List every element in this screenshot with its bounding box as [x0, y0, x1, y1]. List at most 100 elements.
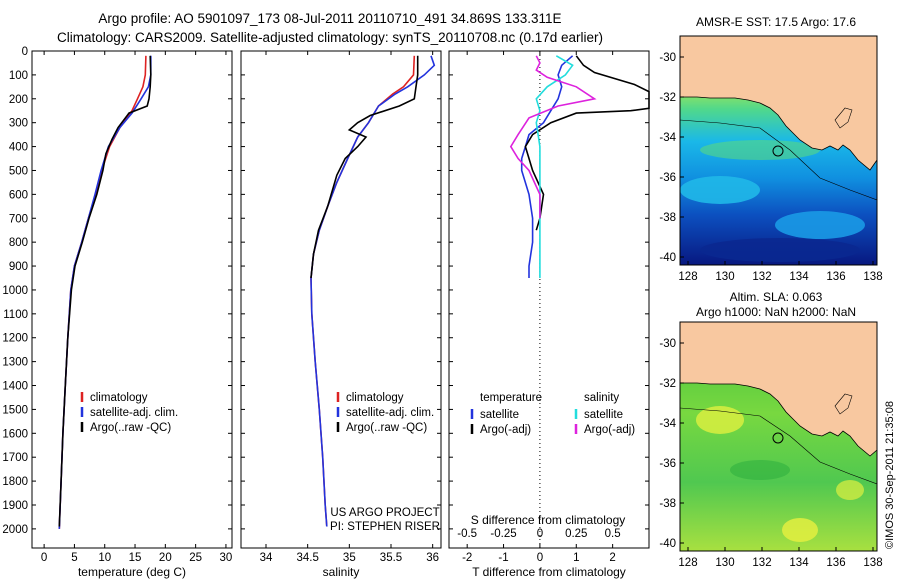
map-y-tick-label: -36 [659, 458, 676, 470]
y-tick-label: 1000 [2, 285, 28, 297]
x-tick-label: 34 [260, 552, 273, 564]
series-line-salinity-argo-adj- [509, 55, 597, 219]
credit-text: ©IMOS 30-Sep-2011 21:35:08 [884, 401, 896, 549]
map-y-tick-label: -38 [659, 212, 676, 224]
plot-area [31, 50, 233, 549]
top-x-tick-label: -0.25 [490, 528, 516, 540]
y-tick-label: 200 [9, 94, 28, 106]
legend-label: satellite [584, 409, 623, 421]
annotation-line-1: US ARGO PROJECT [330, 507, 439, 519]
legend-title-salinity: salinity [584, 392, 619, 404]
annotation-line-2: PI: STEPHEN RISER [330, 521, 440, 533]
sst-map-title: AMSR-E SST: 17.5 Argo: 17.6 [696, 15, 856, 29]
x-tick-label: 2 [609, 552, 615, 564]
legend-label: climatology [346, 392, 404, 404]
x-tick-label: -1 [498, 552, 508, 564]
panel-temperature: 0100200300400500600700800900100011001200… [2, 46, 233, 579]
map-y-tick-label: -36 [659, 172, 676, 184]
y-tick-label: 1100 [3, 309, 28, 321]
plot-area [240, 50, 442, 549]
x-tick-label: 1 [573, 552, 579, 564]
map-x-tick-label: 128 [678, 557, 697, 569]
x-tick-label: 20 [159, 552, 172, 564]
map-x-tick-label: 132 [752, 557, 771, 569]
y-tick-label: 0 [22, 46, 28, 58]
legend-label: climatology [90, 392, 148, 404]
x-tick-label: 35 [343, 552, 356, 564]
x-tick-label: 34.5 [296, 552, 318, 564]
map-y-tick-label: -34 [659, 132, 676, 144]
x-tick-label: 0 [41, 552, 47, 564]
legend-label: satellite [480, 409, 519, 421]
y-tick-label: 1900 [2, 500, 28, 512]
x-tick-label: -2 [462, 552, 472, 564]
x-axis-label: salinity [323, 565, 360, 579]
y-tick-label: 300 [9, 118, 28, 130]
series-line-argo-raw-qc- [310, 55, 419, 279]
map-y-tick-label: -32 [659, 378, 676, 390]
series-line-satellite-adj-clim- [310, 55, 436, 527]
y-tick-label: 1500 [2, 404, 28, 416]
top-x-tick-label: -0.5 [457, 528, 477, 540]
series-line-salinity-satellite [535, 55, 574, 278]
top-x-tick-label: 0.25 [565, 528, 587, 540]
y-tick-label: 1200 [2, 333, 28, 345]
map-x-tick-label: 130 [715, 271, 734, 283]
map-y-tick-label: -30 [659, 52, 676, 64]
map-x-tick-label: 132 [752, 271, 771, 283]
map-y-tick-label: -40 [659, 538, 676, 550]
x-tick-label: 5 [71, 552, 77, 564]
legend-title-temperature: temperature [480, 392, 542, 404]
legend-label: Argo(..raw -QC) [90, 422, 171, 434]
x-axis-label: T difference from climatology [472, 565, 626, 579]
title-line-2: Climatology: CARS2009. Satellite-adjuste… [56, 30, 604, 45]
legend-label: Argo(-adj) [480, 424, 531, 436]
y-tick-label: 500 [9, 165, 28, 177]
map-x-tick-label: 130 [715, 557, 734, 569]
y-tick-label: 600 [9, 189, 28, 201]
y-tick-label: 400 [9, 142, 28, 154]
sst-map-image [680, 36, 877, 265]
x-tick-label: 36 [426, 552, 439, 564]
top-axis-label: S difference from climatology [471, 513, 626, 527]
map-y-tick-label: -30 [659, 338, 676, 350]
map-x-tick-label: 138 [863, 557, 882, 569]
sla-map-title-1: Altim. SLA: 0.063 [730, 290, 823, 304]
y-tick-label: 700 [9, 213, 28, 225]
sla-map-title-2: Argo h1000: NaN h2000: NaN [696, 305, 856, 319]
map-x-tick-label: 128 [678, 271, 697, 283]
x-tick-label: 25 [189, 552, 202, 564]
panel-difference: -2 -1 0 1 2T difference from climatology -0.5… [448, 50, 650, 579]
y-tick-label: 1800 [2, 476, 28, 488]
map-y-tick-label: -40 [659, 252, 676, 264]
legend-label: Argo(-adj) [584, 424, 635, 436]
title-line-1: Argo profile: AO 5901097_173 08-Jul-2011… [98, 11, 562, 26]
x-tick-label: 10 [98, 552, 111, 564]
series-line-argo-raw-qc- [58, 55, 152, 527]
map-y-tick-label: -32 [659, 92, 676, 104]
map-x-tick-label: 136 [826, 271, 845, 283]
map-x-tick-label: 134 [789, 557, 809, 569]
map-x-tick-label: 134 [789, 271, 809, 283]
map-x-tick-label: 136 [826, 557, 845, 569]
map-y-tick-label: -38 [659, 498, 676, 510]
series-line-temperature-argo-adj- [524, 55, 650, 231]
y-tick-label: 1600 [2, 428, 28, 440]
top-x-tick-label: 0 [537, 528, 543, 540]
y-tick-label: 1300 [2, 357, 28, 369]
legend-label: satellite-adj. clim. [346, 407, 434, 419]
x-tick-label: 30 [220, 552, 233, 564]
panel-salinity: 34 34.5 35 35.5 36 salinity climatology satelli… [240, 50, 442, 579]
x-tick-label: 35.5 [380, 552, 402, 564]
y-tick-label: 800 [9, 237, 28, 249]
x-axis-label: temperature (deg C) [78, 565, 186, 579]
x-tick-label: 15 [129, 552, 142, 564]
sla-map-image [680, 322, 877, 551]
map-x-tick-label: 138 [863, 271, 882, 283]
legend-label: Argo(..raw -QC) [346, 422, 427, 434]
y-tick-label: 1400 [2, 381, 28, 393]
y-tick-label: 1700 [2, 452, 28, 464]
y-tick-label: 900 [9, 261, 28, 273]
